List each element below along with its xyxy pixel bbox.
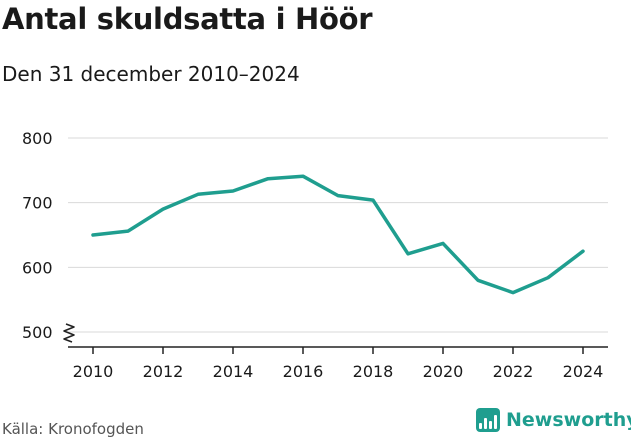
x-tick-label: 2022 [493, 362, 534, 381]
series-line [91, 174, 585, 295]
data-point-2016 [302, 175, 305, 178]
y-tick-label: 600 [22, 258, 53, 277]
x-tick-label: 2016 [283, 362, 324, 381]
data-point-2020 [442, 242, 445, 245]
x-tick-label: 2010 [73, 362, 114, 381]
brand-name: Newsworthy [506, 409, 631, 431]
chart-subtitle: Den 31 december 2010–2024 [2, 62, 300, 86]
x-tick-label: 2014 [213, 362, 254, 381]
newsworthy-logo-icon [476, 408, 500, 432]
data-point-2021 [477, 279, 480, 282]
data-point-2018 [372, 199, 375, 202]
data-point-2015 [267, 177, 270, 180]
x-tick-label: 2018 [353, 362, 394, 381]
data-point-2013 [197, 193, 200, 196]
source-note: Källa: Kronofogden [2, 420, 144, 438]
data-point-2012 [162, 208, 165, 211]
data-point-2014 [232, 190, 235, 193]
data-point-2017 [337, 194, 340, 197]
x-tick-label: 2012 [143, 362, 184, 381]
data-point-2022 [512, 291, 515, 294]
data-point-2023 [547, 276, 550, 279]
x-tick-label: 2020 [423, 362, 464, 381]
data-point-2011 [127, 230, 130, 233]
data-point-2019 [407, 252, 410, 255]
y-tick-label: 700 [22, 194, 53, 213]
y-tick-label: 500 [22, 323, 53, 342]
chart-title: Antal skuldsatta i Höör [2, 2, 373, 36]
y-tick-label: 800 [22, 129, 53, 148]
axis-break-icon [63, 323, 75, 343]
data-point-2024 [582, 250, 585, 253]
x-tick-label: 2024 [563, 362, 604, 381]
data-point-2010 [92, 234, 95, 237]
brand-logo[interactable]: Newsworthy [476, 408, 631, 432]
